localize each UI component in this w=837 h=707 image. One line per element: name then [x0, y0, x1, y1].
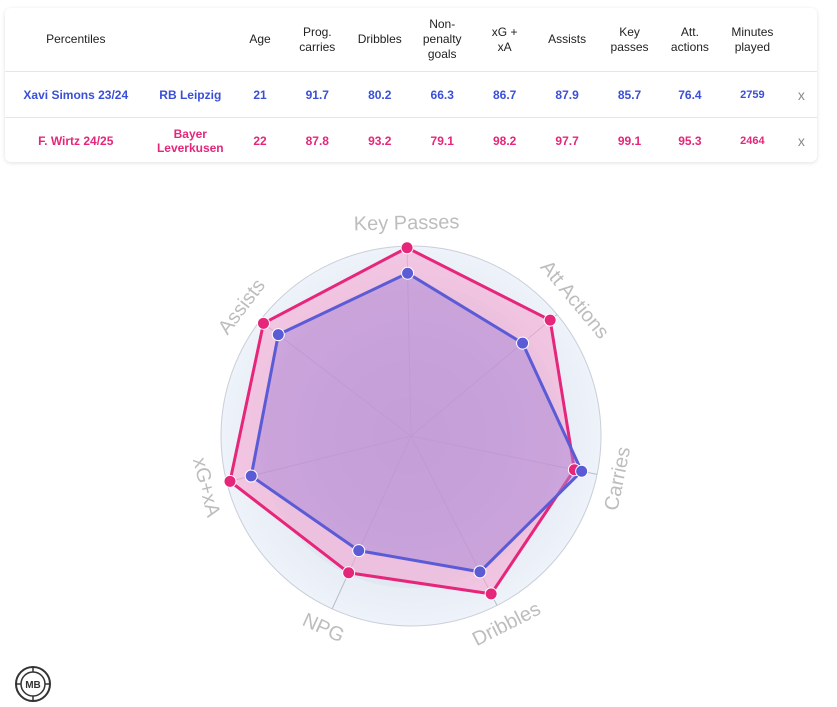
minutes-value: 2759: [719, 71, 786, 118]
header-key-passes: Key passes: [598, 8, 660, 72]
header-att-actions-label: Att. actions: [670, 24, 709, 54]
header-npg: Non- penalty goals: [411, 8, 473, 72]
header-att-actions: Att. actions: [661, 8, 719, 72]
assists-value: 97.7: [535, 117, 599, 163]
series-1-point: [484, 587, 498, 601]
dribbles-value: 93.2: [348, 117, 411, 163]
table-header-row: Percentiles Age Prog. carries Dribbles N…: [5, 8, 817, 72]
header-prog-carries: Prog. carries: [286, 8, 348, 72]
minutes-value: 2464: [719, 117, 786, 163]
series-2-point: [473, 565, 487, 579]
header-xgxa: xG + xA: [473, 8, 535, 72]
xgxa-value: 98.2: [473, 117, 536, 163]
comparison-table: Percentiles Age Prog. carries Dribbles N…: [5, 8, 817, 163]
series-1-point: [223, 474, 237, 488]
age-value: 22: [234, 117, 287, 163]
header-key-passes-label: Key passes: [610, 24, 649, 54]
series-polygon-2: [249, 271, 584, 574]
team-name-label: RB Leipzig: [159, 87, 222, 102]
series-2-point: [271, 328, 285, 342]
header-remove: [786, 8, 817, 72]
remove-row-button[interactable]: x: [785, 117, 817, 163]
team-name: RB Leipzig: [146, 71, 235, 118]
header-age: Age: [249, 32, 271, 46]
prog-carries-value: 91.7: [286, 71, 349, 118]
table-row: F. Wirtz 24/25 Bayer Leverkusen 22 87.8 …: [5, 117, 817, 163]
att-actions-value: 76.4: [660, 71, 720, 118]
series-2-point: [244, 469, 258, 483]
header-xgxa-label: xG + xA: [491, 24, 518, 54]
axis-label: Carries: [601, 445, 636, 513]
series-2-point: [401, 266, 415, 280]
age-value: 21: [234, 71, 287, 118]
att-actions-value: 95.3: [660, 117, 720, 163]
header-prog-carries-label: Prog. carries: [299, 24, 336, 54]
npg-value: 66.3: [410, 71, 474, 118]
npg-value: 79.1: [410, 117, 474, 163]
axis-label: xG+xA: [188, 455, 224, 520]
series-2-point: [516, 336, 530, 350]
remove-row-button[interactable]: x: [785, 71, 817, 118]
key-passes-value: 85.7: [598, 71, 661, 118]
team-name-label: Bayer Leverkusen: [156, 126, 224, 155]
series-2-point: [575, 464, 589, 478]
assists-value: 87.9: [535, 71, 599, 118]
series-1-point: [342, 566, 356, 580]
header-minutes: Minutes played: [719, 8, 786, 72]
header-minutes-label: Minutes played: [731, 24, 774, 54]
table-row: Xavi Simons 23/24 RB Leipzig 21 91.7 80.…: [5, 71, 817, 118]
xgxa-value: 86.7: [473, 71, 536, 118]
header-assists: Assists: [548, 32, 587, 46]
series-1-point: [256, 316, 270, 330]
header-team: [147, 8, 234, 72]
series-1-point: [400, 241, 414, 255]
header-dribbles: Dribbles: [357, 32, 402, 46]
player-name: Xavi Simons 23/24: [5, 71, 147, 118]
prog-carries-value: 87.8: [286, 117, 349, 163]
axis-label: NPG: [299, 609, 348, 647]
comparison-table-card: Percentiles Age Prog. carries Dribbles N…: [5, 8, 817, 163]
header-percentiles: Percentiles: [46, 32, 106, 46]
key-passes-value: 99.1: [598, 117, 661, 163]
header-npg-label: Non- penalty goals: [422, 17, 462, 61]
team-name: Bayer Leverkusen: [146, 117, 235, 163]
mb-logo-icon: MB: [15, 666, 51, 702]
svg-text:MB: MB: [25, 680, 41, 691]
series-2-point: [352, 544, 366, 558]
player-name: F. Wirtz 24/25: [5, 117, 147, 163]
series-1-point: [543, 313, 557, 327]
dribbles-value: 80.2: [348, 71, 411, 118]
axis-label: Key Passes: [354, 211, 460, 235]
